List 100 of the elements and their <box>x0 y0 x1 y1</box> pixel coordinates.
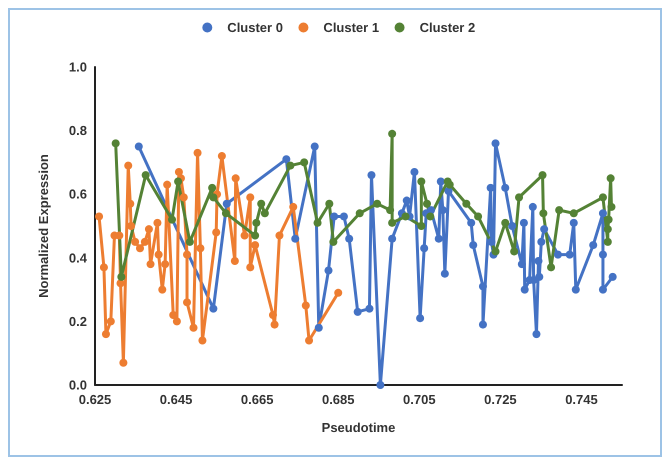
x-tick-label: 0.625 <box>78 392 112 407</box>
point <box>222 200 231 208</box>
point <box>589 241 598 250</box>
point <box>251 241 260 250</box>
point <box>102 330 110 338</box>
point <box>440 270 449 278</box>
x-tick-label: 0.665 <box>240 392 274 407</box>
point <box>388 130 396 138</box>
point <box>467 218 476 227</box>
point <box>446 180 454 189</box>
point <box>161 260 170 268</box>
point <box>154 250 163 259</box>
point <box>246 193 254 202</box>
point <box>186 238 194 246</box>
point <box>183 298 192 306</box>
point <box>330 212 338 220</box>
x-tick-label: 0.745 <box>565 392 598 407</box>
point <box>417 222 426 230</box>
point <box>252 218 260 227</box>
point <box>376 381 384 389</box>
legend-label: Cluster 1 <box>323 20 380 35</box>
point <box>340 212 348 220</box>
point <box>373 200 382 208</box>
point <box>365 304 374 313</box>
y-axis-title: Normalized Expression <box>36 154 51 298</box>
point <box>198 336 206 344</box>
point <box>598 209 607 218</box>
point <box>469 241 478 250</box>
point <box>540 225 548 234</box>
point <box>520 218 528 227</box>
point <box>270 320 279 329</box>
y-tick-label: 0.6 <box>68 186 87 202</box>
point <box>604 225 612 234</box>
point <box>106 317 115 326</box>
point <box>329 238 338 246</box>
point <box>386 206 394 214</box>
point <box>257 200 266 208</box>
point <box>356 209 364 218</box>
point <box>314 324 323 332</box>
y-tick-label: 0.4 <box>68 250 88 266</box>
point <box>417 177 426 186</box>
point <box>153 218 162 227</box>
point <box>487 238 496 246</box>
point <box>572 286 580 294</box>
point <box>510 247 518 256</box>
point <box>501 218 510 227</box>
point <box>334 288 342 297</box>
point <box>134 142 143 150</box>
point <box>119 358 128 367</box>
point <box>518 260 526 268</box>
point <box>410 168 418 176</box>
point <box>291 234 300 243</box>
point <box>183 250 192 259</box>
point <box>367 171 376 180</box>
point <box>508 222 516 230</box>
point <box>528 202 537 211</box>
point <box>598 193 607 202</box>
point <box>100 263 108 272</box>
point <box>324 266 332 275</box>
point <box>402 196 411 205</box>
point <box>570 218 578 227</box>
point <box>537 238 546 246</box>
point <box>547 263 556 272</box>
point <box>230 256 239 265</box>
y-tick-label: 0.2 <box>68 314 87 329</box>
point <box>209 193 218 202</box>
x-axis-title: Pseudotime <box>322 420 396 435</box>
point <box>598 286 607 294</box>
point <box>566 250 574 259</box>
point <box>163 180 172 189</box>
point <box>420 244 428 252</box>
point <box>144 225 153 234</box>
point <box>196 244 204 252</box>
point <box>190 324 198 332</box>
point <box>501 184 510 192</box>
point <box>209 304 218 313</box>
point <box>570 209 578 218</box>
point <box>554 250 562 259</box>
x-tick-label: 0.645 <box>160 392 192 407</box>
point <box>208 184 216 192</box>
point <box>444 187 452 196</box>
point <box>325 200 334 208</box>
point <box>95 212 104 220</box>
point <box>289 202 298 211</box>
x-tick-label: 0.705 <box>403 392 436 407</box>
point <box>310 142 319 150</box>
point <box>146 260 155 268</box>
point <box>180 193 188 202</box>
point <box>598 250 607 259</box>
point <box>194 148 202 157</box>
point <box>240 232 249 240</box>
point <box>305 336 314 344</box>
y-tick-label: 1.0 <box>68 60 87 74</box>
point <box>555 206 564 214</box>
point <box>302 302 310 310</box>
point <box>534 256 542 265</box>
point <box>275 232 284 240</box>
point <box>251 232 260 240</box>
x-tick-label: 0.725 <box>484 392 517 407</box>
point <box>260 209 269 218</box>
